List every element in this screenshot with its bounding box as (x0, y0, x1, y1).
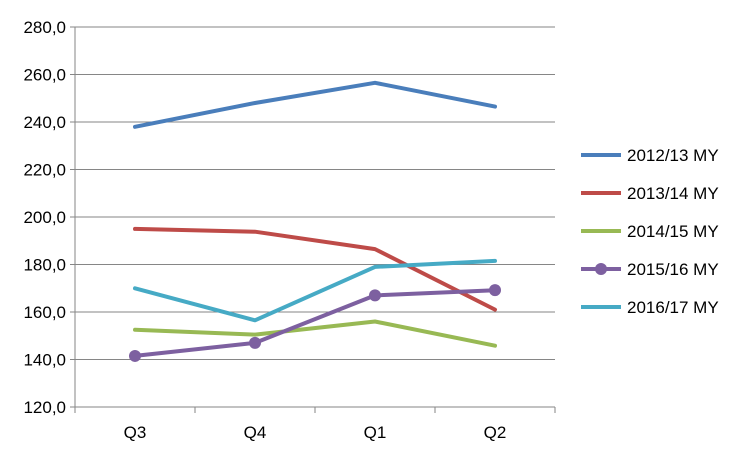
y-axis-tick-labels: 120,0 140,0 160,0 180,0 200,0 220,0 240,0 260,0… (23, 18, 66, 417)
series-line-1 (133, 226, 497, 312)
x-tick-label: Q3 (124, 423, 147, 442)
legend-marker (595, 263, 607, 275)
data-point (369, 289, 381, 302)
y-tick-label: 200,0 (23, 208, 66, 227)
y-tick-label: 260,0 (23, 66, 66, 85)
series-line-4 (133, 258, 497, 323)
series-line-3 (133, 288, 497, 358)
x-tick-label: Q2 (484, 423, 507, 442)
x-tick-label: Q1 (364, 423, 387, 442)
y-tick-label: 120,0 (23, 398, 66, 417)
legend-label: 2013/14 MY (627, 184, 719, 203)
y-tick-label: 160,0 (23, 303, 66, 322)
x-tick-label: Q4 (244, 423, 267, 442)
legend-label: 2015/16 MY (627, 260, 719, 279)
series-line-0 (133, 80, 497, 129)
y-tick-label: 280,0 (23, 18, 66, 37)
legend-label: 2016/17 MY (627, 298, 719, 317)
axes (74, 27, 556, 413)
legend: 2012/13 MY 2013/14 MY 2014/15 MY 2015/16 MY… (581, 146, 719, 317)
series-line-2 (133, 319, 497, 348)
y-tick-label: 140,0 (23, 351, 66, 370)
data-point (129, 349, 141, 362)
y-tick-label: 180,0 (23, 256, 66, 275)
x-axis-tick-labels: Q3 Q4 Q1 Q2 (124, 423, 507, 442)
series-lines (129, 80, 501, 362)
data-point (249, 336, 261, 349)
legend-label: 2012/13 MY (627, 146, 719, 165)
legend-label: 2014/15 MY (627, 222, 719, 241)
data-point (489, 284, 501, 297)
gridlines (70, 26, 555, 408)
y-tick-label: 240,0 (23, 113, 66, 132)
y-tick-label: 220,0 (23, 161, 66, 180)
